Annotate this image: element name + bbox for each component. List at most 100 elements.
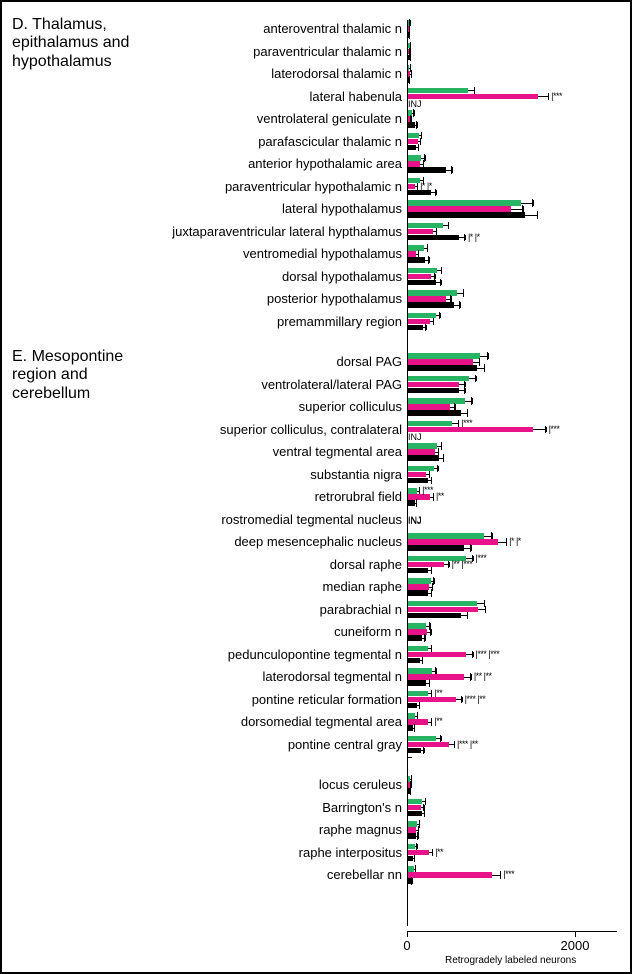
error-bar [420, 161, 424, 167]
bar-series1 [407, 376, 469, 382]
chart-row: paraventricular thalamic n [2, 41, 632, 63]
bar-series2 [407, 184, 415, 190]
chart-row: pontine reticular formation|**|*** |** [2, 689, 632, 711]
error-bar [511, 206, 524, 212]
error-bar [428, 719, 432, 725]
chart-row: median raphe [2, 576, 632, 598]
error-bar [413, 725, 415, 731]
bar-series1 [407, 488, 417, 494]
bar-series2 [407, 562, 444, 568]
row-label: median raphe [323, 576, 403, 598]
bar-series2 [407, 805, 421, 811]
error-bar [416, 251, 419, 257]
bar-series3 [407, 613, 461, 619]
bar-series1 [407, 155, 421, 161]
error-bar [428, 568, 432, 574]
row-label: laterodorsal tegmental n [263, 666, 402, 688]
error-bar [411, 878, 413, 884]
error-bar [434, 466, 439, 472]
bar-series2 [407, 404, 450, 410]
bar-series2 [407, 359, 473, 365]
row-label: dorsal PAG [336, 351, 402, 373]
row-label: locus ceruleus [319, 774, 402, 796]
chart-row: ventrolateral/lateral PAG [2, 374, 632, 396]
significance-marker: |*** [422, 488, 433, 494]
row-label: paraventricular hypothalamic n [225, 176, 402, 198]
error-bar [464, 545, 472, 551]
error-bar [454, 302, 461, 308]
bar-series3 [407, 280, 436, 286]
error-bar [449, 742, 455, 748]
chart-row: cerebellar nn|*** [2, 864, 632, 886]
error-bar [417, 703, 420, 709]
bar-series1 [407, 133, 419, 139]
error-bar [412, 110, 415, 116]
significance-marker: |** [435, 850, 443, 856]
error-bar [409, 32, 411, 38]
error-bar [415, 713, 418, 719]
error-bar [443, 223, 449, 229]
error-bar [468, 88, 475, 94]
chart-row: raphe magnus [2, 819, 632, 841]
error-bar [480, 353, 489, 359]
bar-series1 [407, 313, 436, 319]
error-bar [415, 184, 418, 190]
bar-series1 [407, 646, 428, 652]
error-bar [410, 71, 412, 77]
bar-series2 [407, 539, 498, 545]
error-bar [437, 268, 442, 274]
error-bar [417, 488, 420, 494]
row-label: raphe magnus [319, 819, 402, 841]
chart-row: dorsal raphe|***|** |*** [2, 554, 632, 576]
row-label: superior colliculus, contralateral [220, 419, 402, 441]
row-label: paraventricular thalamic n [253, 41, 402, 63]
row-label: dorsal hypothalamus [282, 266, 402, 288]
bar-series2 [407, 584, 429, 590]
error-bar [461, 410, 469, 416]
error-bar [416, 145, 419, 151]
significance-marker: |*** [476, 556, 487, 562]
chart-row: locus ceruleus [2, 774, 632, 796]
error-bar [498, 539, 507, 545]
significance-marker: |*** [549, 427, 560, 433]
bar-series2 [407, 472, 426, 478]
bar-series1 [407, 668, 432, 674]
row-label: parafascicular thalamic n [258, 131, 402, 153]
bar-series2 [407, 139, 418, 145]
row-label: anteroventral thalamic n [263, 18, 402, 40]
row-label: ventrolateral geniculate n [257, 108, 402, 130]
error-bar [423, 325, 427, 331]
error-bar [416, 833, 419, 839]
chart-row: rostromedial tegmental nucleus [2, 509, 632, 531]
bar-series2 [407, 674, 464, 680]
row-label: pedunculopontine tegmental n [228, 644, 402, 666]
bar-series1 [407, 353, 480, 359]
bar-series2 [407, 827, 416, 833]
row-label: ventral tegmental area [273, 441, 402, 463]
error-bar [410, 55, 412, 61]
bar-series3 [407, 833, 416, 839]
significance-marker: |* |* [509, 539, 521, 545]
row-label: dorsomedial tegmental area [241, 711, 402, 733]
x-tick [575, 931, 576, 937]
error-bar [444, 562, 450, 568]
bar-series3 [407, 388, 459, 394]
error-bar [436, 736, 441, 742]
bar-series2 [407, 742, 449, 748]
chart-row: ventral tegmental area [2, 441, 632, 463]
bar-series1 [407, 268, 437, 274]
bar-series3 [407, 212, 525, 218]
chart-row: posterior hypothalamus [2, 288, 632, 310]
bar-series2 [407, 652, 466, 658]
error-bar [492, 872, 501, 878]
error-bar [410, 788, 412, 794]
bar-series3 [407, 410, 461, 416]
chart-row: anterior hypothalamic area [2, 153, 632, 175]
row-label: retrorubral field [315, 486, 402, 508]
row-label: ventromedial hypothalamus [243, 243, 402, 265]
row-label: dorsal raphe [330, 554, 402, 576]
bar-series1 [407, 578, 431, 584]
error-bar [452, 421, 459, 427]
row-label: lateral habenula [309, 86, 402, 108]
error-bar [430, 319, 434, 325]
